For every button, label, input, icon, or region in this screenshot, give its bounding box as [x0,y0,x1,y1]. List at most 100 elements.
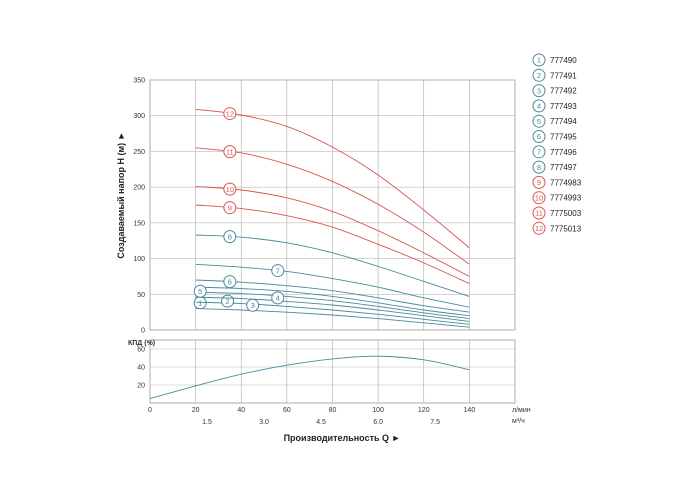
curve-marker-label: 9 [228,203,232,212]
x-tick-label: 0 [148,407,152,414]
legend-marker-7 [532,145,546,159]
efficiency-axis-label: КПД (%) [128,340,155,347]
legend-marker-label: 5 [537,117,541,126]
legend-item-label: 777490 [550,56,577,65]
curve-marker-label: 1 [198,298,202,307]
curve-marker-9 [223,201,237,215]
secondary-x-tick-label: 4.5 [316,419,326,426]
curve-marker-label: 11 [226,147,234,156]
legend-item-label: 777496 [550,148,577,157]
legend-marker-3 [532,84,546,98]
curve-777493 [195,291,470,320]
legend-marker-5 [532,114,546,128]
curve-marker-10 [223,182,237,196]
y-tick-label: 200 [133,185,145,192]
efficiency-curve [149,355,470,399]
curve-marker-8 [223,230,237,244]
curve-7775013 [195,108,470,249]
curve-marker-label: 2 [225,297,229,306]
curve-777494 [195,286,470,317]
legend-marker-6 [532,130,546,143]
legend-marker-8 [532,160,546,174]
curve-marker-label: 5 [198,287,202,296]
efficiency-tick-label: 20 [137,383,145,390]
legend-marker-11 [532,206,546,220]
efficiency-plot: 0 20 40 60 80 100 120 140 20 40 60 1.5 3.0 4.5 6.0 7.5 [137,339,516,426]
legend-item-label: 7775003 [550,209,582,218]
curve-marker-label: 3 [251,301,255,310]
legend-marker-9 [532,175,546,189]
legend-marker-12 [532,221,546,235]
head-axis-label: Создаваемый напор H (м) ► [116,131,126,258]
legend-marker-1 [532,53,546,67]
x-tick-label: 80 [329,407,337,414]
curve-marker-label: 4 [276,294,280,303]
y-tick-label: 100 [133,256,145,263]
curve-marker-11 [223,145,237,159]
curve-marker-label: 7 [276,266,280,275]
legend-item-label: 7775013 [550,224,582,233]
curve-marker-12 [223,107,237,121]
legend-item-label: 777492 [550,87,577,96]
x-tick-label: 120 [418,407,430,414]
legend-marker-label: 11 [535,209,543,218]
curve-777496 [195,263,470,308]
curve-777491 [195,301,470,325]
unit-m3h-label: м³/ч [512,418,525,425]
secondary-x-tick-label: 3.0 [259,419,269,426]
y-tick-label: 50 [137,292,145,299]
legend-item-label: 777491 [550,71,577,80]
legend-marker-label: 6 [537,132,541,141]
flow-axis-label: Производительность Q ► [284,433,401,443]
legend-item-label: 777497 [550,163,577,172]
legend: 1 777490 2 777491 3 777492 4 777493 5 777494 6 7774… [532,53,582,235]
curve-777495 [195,279,470,313]
x-tick-label: 100 [372,407,384,414]
y-tick-label: 150 [133,220,145,227]
legend-marker-label: 2 [537,71,541,80]
efficiency-tick-label: 40 [137,365,145,372]
legend-marker-label: 7 [537,148,541,157]
y-tick-label: 300 [133,113,145,120]
legend-item-label: 777495 [550,133,577,142]
x-tick-label: 20 [192,407,200,414]
secondary-x-tick-label: 7.5 [430,419,440,426]
legend-marker-4 [532,99,546,113]
efficiency-tick-label: 60 [137,347,145,354]
curve-marker-4 [271,291,285,305]
secondary-x-tick-label: 1.5 [202,419,212,426]
curve-marker-3 [246,298,260,312]
legend-marker-2 [532,68,546,82]
legend-marker-label: 4 [537,102,541,111]
legend-marker-10 [532,191,546,205]
curve-marker-label: 8 [228,232,232,241]
curve-marker-6 [223,275,237,289]
curve-marker-7 [271,264,285,278]
legend-item-label: 7774993 [550,194,582,203]
curve-777490 [195,308,470,328]
curve-777492 [195,296,470,322]
curve-marker-label: 10 [226,185,234,194]
curve-7774983 [195,204,470,284]
legend-item-label: 7774983 [550,178,582,187]
curve-marker-label: 12 [226,109,234,118]
legend-marker-label: 1 [537,56,541,65]
x-tick-label: 140 [464,407,476,414]
secondary-x-tick-label: 6.0 [373,419,383,426]
x-tick-label: 60 [283,407,291,414]
legend-marker-label: 12 [535,224,543,233]
y-tick-label: 350 [133,78,145,85]
legend-marker-label: 10 [535,193,543,202]
legend-marker-label: 3 [537,86,541,95]
y-tick-label: 250 [133,149,145,156]
legend-marker-label: 8 [537,163,541,172]
legend-marker-label: 9 [537,178,541,187]
curve-777497 [195,234,470,297]
unit-lpm-label: л/мин [512,407,531,414]
curve-7775003 [195,147,470,265]
legend-item-label: 777493 [550,102,577,111]
curve-marker-5 [193,284,207,298]
y-tick-label: 0 [141,328,145,335]
